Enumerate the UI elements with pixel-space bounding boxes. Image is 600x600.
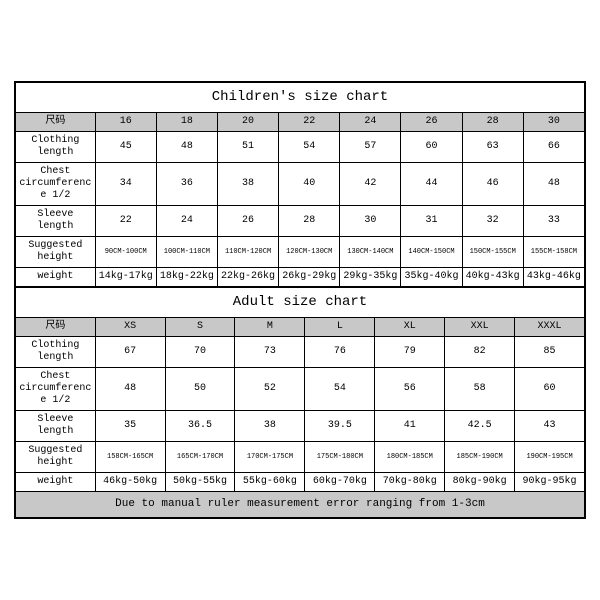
children-title: Children's size chart: [16, 83, 585, 113]
adult-size-0: XS: [95, 317, 165, 336]
row-label: weight: [16, 267, 96, 286]
adult-title: Adult size chart: [16, 287, 585, 317]
adult-size-2: M: [235, 317, 305, 336]
table-row: Sleeve length 3536.53839.54142.543: [16, 410, 585, 441]
children-header-row: 尺码 16 18 20 22 24 26 28 30: [16, 112, 585, 131]
row-label: Clothing length: [16, 336, 96, 367]
table-row: weight 46kg-50kg50kg-55kg55kg-60kg60kg-7…: [16, 472, 585, 491]
children-size-7: 30: [523, 112, 584, 131]
table-row: Clothing length 4548515457606366: [16, 131, 585, 162]
row-label: Sleeve length: [16, 205, 96, 236]
children-size-table: Children's size chart 尺码 16 18 20 22 24 …: [15, 82, 585, 287]
children-size-5: 26: [401, 112, 462, 131]
adult-size-3: L: [305, 317, 375, 336]
adult-size-5: XXL: [445, 317, 515, 336]
adult-label-col: 尺码: [16, 317, 96, 336]
adult-size-table: Adult size chart 尺码 XS S M L XL XXL XXXL…: [15, 287, 585, 518]
children-size-0: 16: [95, 112, 156, 131]
children-size-6: 28: [462, 112, 523, 131]
row-label: Chest circumference 1/2: [16, 367, 96, 410]
table-row: Clothing length 67707376798285: [16, 336, 585, 367]
row-label: weight: [16, 472, 96, 491]
table-row: Suggested height 90CM-100CM100CM-110CM11…: [16, 236, 585, 267]
children-label-col: 尺码: [16, 112, 96, 131]
table-row: Chest circumference 1/2 48505254565860: [16, 367, 585, 410]
adult-size-1: S: [165, 317, 235, 336]
children-size-4: 24: [340, 112, 401, 131]
row-label: Chest circumference 1/2: [16, 162, 96, 205]
adult-size-4: XL: [375, 317, 445, 336]
row-label: Sleeve length: [16, 410, 96, 441]
children-size-1: 18: [156, 112, 217, 131]
table-row: Chest circumference 1/2 3436384042444648: [16, 162, 585, 205]
measurement-note: Due to manual ruler measurement error ra…: [16, 491, 585, 517]
table-row: Sleeve length 2224262830313233: [16, 205, 585, 236]
row-label: Suggested height: [16, 441, 96, 472]
adult-header-row: 尺码 XS S M L XL XXL XXXL: [16, 317, 585, 336]
children-size-3: 22: [279, 112, 340, 131]
table-row: weight 14kg-17kg18kg-22kg22kg-26kg26kg-2…: [16, 267, 585, 286]
table-row: Suggested height 158CM-165CM165CM-170CM1…: [16, 441, 585, 472]
children-size-2: 20: [217, 112, 278, 131]
row-label: Clothing length: [16, 131, 96, 162]
row-label: Suggested height: [16, 236, 96, 267]
adult-size-6: XXXL: [515, 317, 585, 336]
